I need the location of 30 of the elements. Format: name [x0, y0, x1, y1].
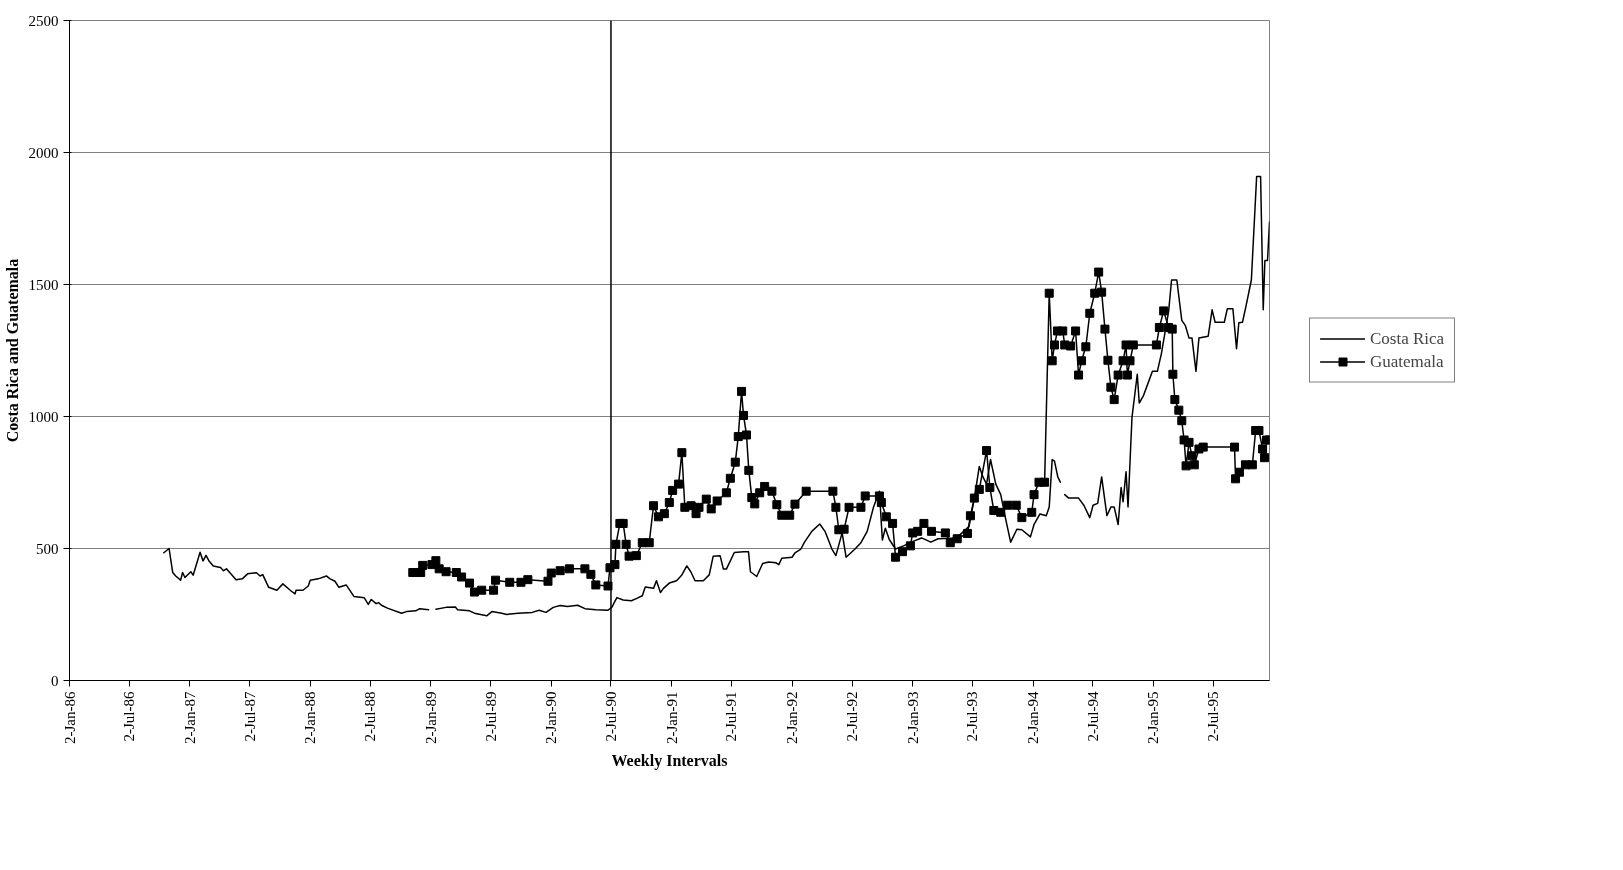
y-tick-label: 500: [36, 540, 59, 557]
x-tick-label: 2-Jan-87: [181, 691, 198, 744]
x-tick-label: 2-Jul-91: [723, 691, 740, 742]
x-axis-title: Weekly Intervals: [611, 751, 728, 770]
x-tick-label: 2-Jan-89: [422, 691, 439, 744]
x-tick-label: 2-Jan-90: [543, 691, 560, 744]
x-tick-label: 2-Jan-92: [784, 691, 801, 744]
y-tick-label: 0: [51, 672, 59, 689]
x-tick-label: 2-Jan-88: [302, 691, 319, 744]
x-tick-label: 2-Jul-90: [602, 691, 619, 742]
x-tick-label: 2-Jan-95: [1145, 691, 1162, 744]
x-tick-label: 2-Jul-88: [362, 691, 379, 742]
legend-label: Costa Rica: [1370, 328, 1445, 349]
x-tick-label: 2-Jan-94: [1025, 691, 1042, 744]
legend-label: Guatemala: [1370, 351, 1444, 372]
x-tick-label: 2-Jul-89: [482, 691, 499, 742]
x-tick-label: 2-Jul-95: [1205, 691, 1222, 742]
y-tick-label: 2500: [28, 12, 59, 29]
x-tick-label: 2-Jul-92: [844, 691, 861, 742]
x-tick-label: 2-Jul-87: [241, 691, 258, 742]
x-tick-label: 2-Jan-93: [904, 691, 921, 744]
x-tick-label: 2-Jan-91: [663, 691, 680, 744]
x-tick-label: 2-Jul-93: [964, 691, 981, 742]
x-tick-label: 2-Jul-94: [1084, 691, 1101, 742]
y-axis-title: Costa Rica and Guatemala: [3, 258, 21, 443]
x-tick-label: 2-Jan-86: [61, 691, 78, 744]
y-tick-label: 1000: [28, 408, 59, 425]
y-tick-label: 1500: [28, 276, 59, 293]
y-tick-label: 2000: [28, 144, 59, 161]
x-tick-label: 2-Jul-86: [121, 691, 138, 742]
